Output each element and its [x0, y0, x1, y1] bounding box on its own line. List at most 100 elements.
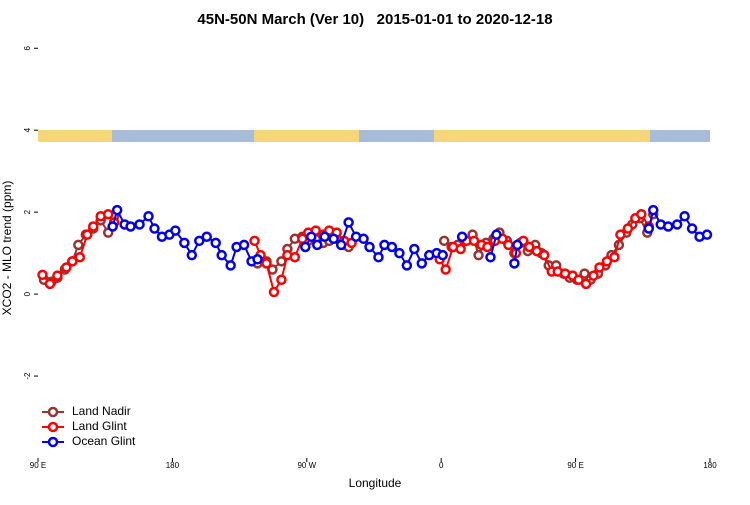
data-point	[580, 278, 592, 290]
data-point	[179, 237, 190, 249]
data-point	[268, 286, 280, 298]
data-point	[524, 241, 535, 253]
data-point	[643, 223, 655, 234]
data-point	[88, 221, 99, 232]
data-point	[225, 260, 236, 271]
data-point	[473, 249, 484, 261]
data-point	[609, 251, 620, 263]
data-point	[615, 229, 626, 240]
x-tick-label: 90 W	[297, 461, 316, 470]
data-point	[416, 258, 428, 269]
legend-label: Land Glint	[72, 419, 127, 433]
legend-marker	[47, 421, 59, 433]
data-point	[636, 208, 647, 220]
data-point	[573, 274, 584, 286]
data-point	[671, 219, 683, 230]
data-point	[289, 251, 301, 263]
data-point	[437, 249, 448, 261]
data-point	[102, 208, 114, 220]
data-point	[328, 233, 339, 245]
x-axis-label: Longitude	[349, 476, 402, 490]
data-point	[37, 269, 48, 281]
data-point	[252, 254, 263, 265]
data-point	[300, 241, 311, 253]
data-point	[249, 235, 260, 247]
data-point	[194, 235, 205, 247]
data-point	[364, 241, 375, 253]
data-point	[409, 243, 420, 255]
legend-label: Land Nadir	[72, 404, 131, 418]
data-point	[149, 223, 160, 234]
x-tick-label: 180	[703, 461, 717, 470]
y-tick-label: 4	[23, 127, 32, 132]
data-point	[373, 251, 384, 263]
data-point	[170, 225, 181, 236]
data-point	[594, 262, 605, 273]
data-point	[455, 243, 466, 255]
data-point	[261, 258, 272, 269]
x-tick-label: 90 E	[30, 461, 46, 470]
data-point	[579, 268, 590, 279]
data-point	[276, 274, 287, 286]
data-point	[509, 258, 520, 269]
data-point	[319, 231, 330, 242]
data-point	[67, 256, 78, 267]
data-point	[44, 278, 56, 290]
data-point	[386, 241, 398, 253]
data-point	[440, 264, 451, 275]
data-point	[686, 223, 698, 234]
data-point	[52, 270, 63, 281]
data-point	[512, 239, 523, 251]
data-point	[82, 229, 93, 240]
data-point	[61, 262, 72, 273]
land-ocean-strip	[38, 130, 710, 142]
legend-marker	[47, 436, 59, 448]
data-point	[648, 204, 659, 216]
data-point	[503, 239, 514, 251]
data-point	[482, 241, 493, 253]
y-axis-label: XCO2 - MLO trend (ppm)	[0, 181, 14, 316]
data-point	[622, 223, 634, 234]
data-point	[601, 256, 613, 267]
data-point	[201, 231, 212, 242]
data-point	[394, 247, 405, 259]
data-point	[216, 249, 227, 261]
data-point	[143, 210, 154, 222]
x-tick-label: 90 E	[567, 461, 583, 470]
data-point	[111, 204, 123, 216]
y-tick-label: 2	[23, 209, 32, 214]
data-point	[662, 221, 674, 232]
data-point	[679, 210, 690, 222]
data-point	[238, 239, 250, 251]
data-point	[456, 231, 468, 242]
x-tick-label: 0	[439, 461, 444, 470]
data-point	[134, 219, 145, 230]
data-point	[306, 231, 317, 242]
legend-label: Ocean Glint	[72, 434, 136, 448]
data-point	[588, 270, 599, 281]
data-point	[73, 239, 84, 251]
data-point	[343, 217, 354, 228]
data-point	[335, 239, 347, 251]
legend-marker	[47, 406, 59, 418]
data-point	[438, 235, 450, 247]
data-point	[107, 221, 118, 232]
data-point	[538, 249, 550, 261]
data-point	[210, 237, 221, 249]
data-point	[485, 251, 496, 263]
x-tick-label: 180	[166, 461, 180, 470]
data-point	[312, 239, 323, 251]
data-point	[358, 233, 369, 245]
data-point	[401, 260, 413, 271]
data-point	[186, 249, 198, 261]
data-point	[468, 235, 480, 247]
y-tick-label: 6	[23, 45, 32, 50]
y-tick-label: 0	[23, 291, 32, 296]
chart-title: 45N-50N March (Ver 10) 2015-01-01 to 202…	[197, 11, 552, 28]
y-tick-label: -2	[23, 372, 32, 380]
data-point	[125, 221, 136, 232]
data-point	[491, 229, 502, 240]
data-point	[701, 229, 713, 240]
